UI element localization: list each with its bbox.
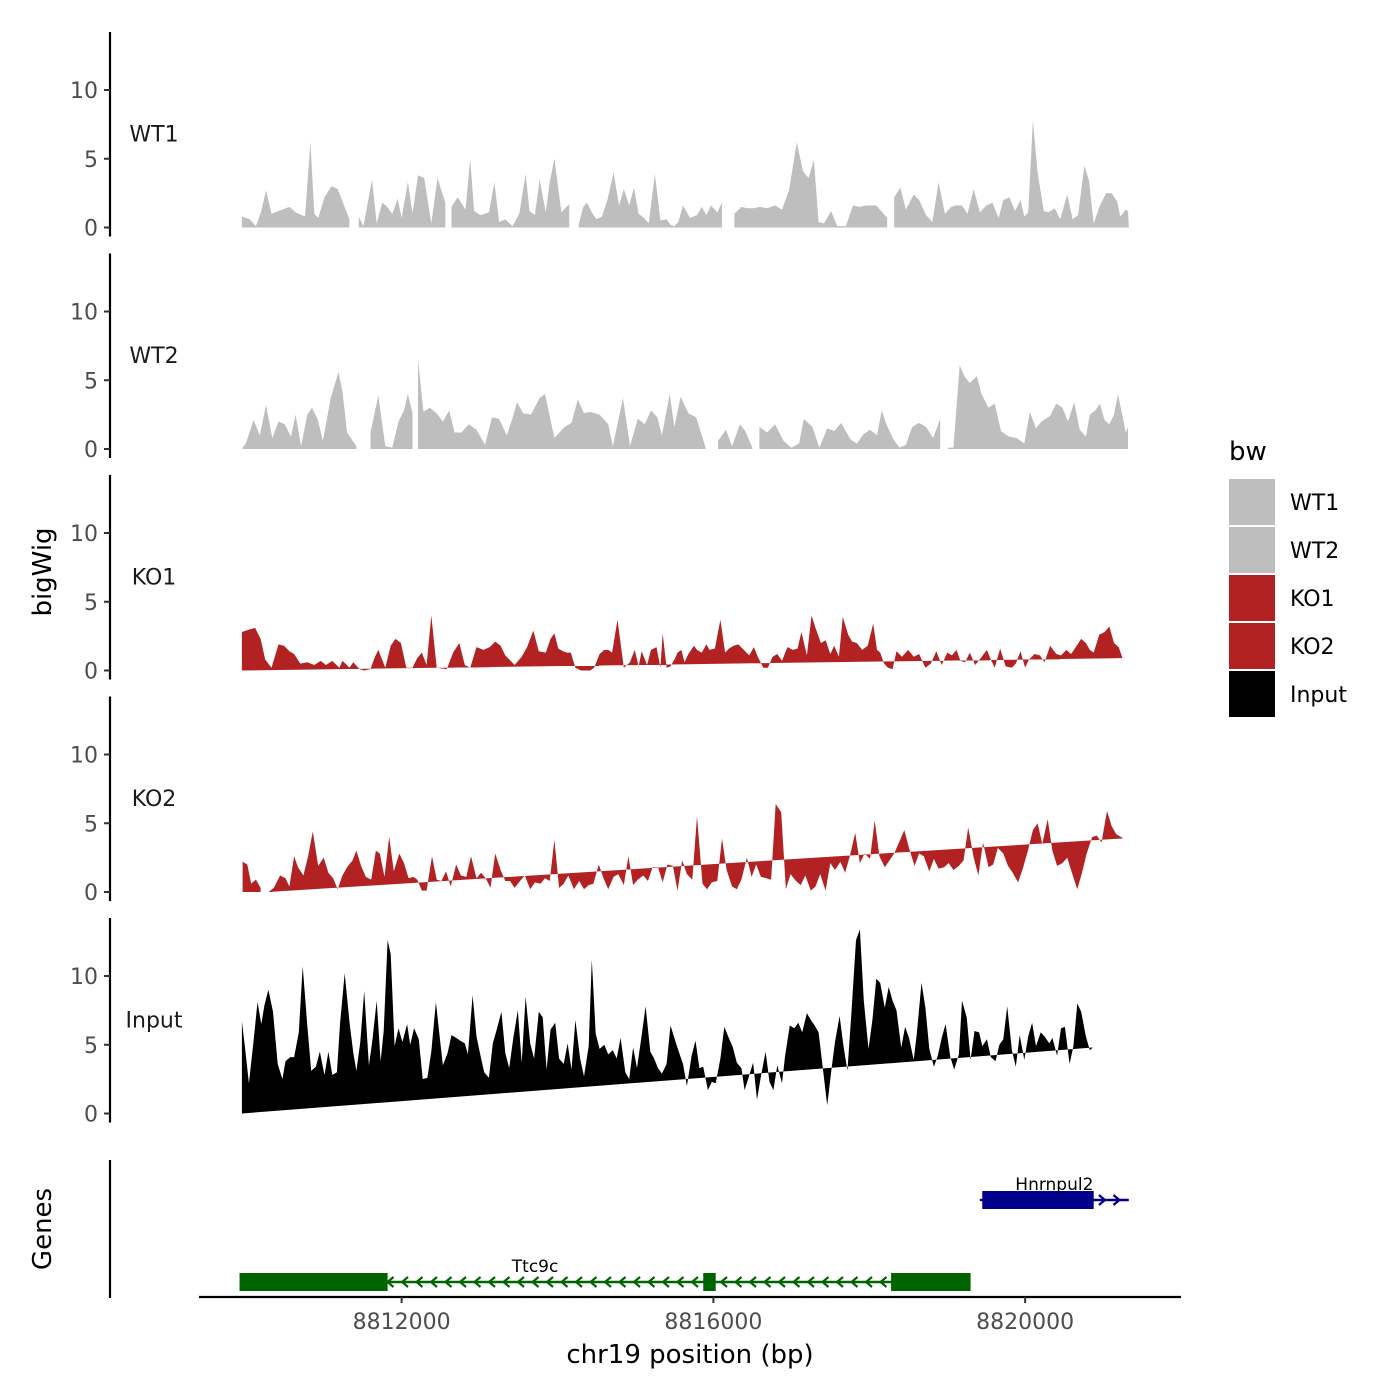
y-axis-title: bigWig [28,527,58,616]
legend-title: bw [1229,437,1267,467]
legend-label-ko1: KO1 [1290,587,1335,612]
area-ko1 [241,615,1123,671]
track-ko2: KO2 [132,787,1124,892]
strand-arrow [632,1276,641,1288]
strand-arrow [458,1276,467,1288]
strand-arrow [400,1276,409,1288]
strand-arrow [487,1276,496,1288]
strand-arrow [864,1276,873,1288]
y-tick-label: 0 [84,881,98,906]
y-tick-label: 0 [84,438,98,463]
strand-arrow [675,1276,685,1288]
y-tick-label: 10 [70,79,98,104]
strand-arrow [1098,1194,1107,1206]
track-label-wt1: WT1 [129,123,178,148]
strand-arrow [516,1276,525,1288]
legend-key-ko2 [1229,623,1275,669]
x-axis-title: chr19 position (bp) [566,1340,813,1370]
strand-arrow [849,1276,859,1288]
area-input [241,929,1093,1114]
gene-hnrnpul2: Hnrnpul2 [979,1175,1129,1209]
strand-arrow [878,1276,888,1288]
strand-arrow [748,1276,757,1288]
y-tick-label: 0 [84,1103,98,1128]
strand-arrow [646,1276,656,1288]
x-tick-label: 8820000 [976,1310,1074,1335]
strand-arrow [545,1276,554,1288]
track-input: Input [126,929,1093,1114]
y-tick-label: 0 [84,660,98,685]
strand-arrow [574,1276,583,1288]
strand-arrow [835,1276,844,1288]
track-wt1: WT1 [129,120,1129,228]
legend-label-input: Input [1290,683,1347,708]
strand-arrow [1112,1194,1122,1206]
tracks-layer: WT1 WT2 KO1 KO2 Input [126,120,1129,1114]
legend-key-wt1 [1229,479,1275,525]
area-ko2 [242,804,1124,892]
y-tick-label: 5 [84,369,98,394]
genes-layer: Hnrnpul2 Ttc9c [239,1175,1129,1291]
track-label-input: Input [126,1009,183,1034]
strand-arrow [791,1276,801,1288]
x-tick-label: 8812000 [353,1310,451,1335]
track-label-wt2: WT2 [129,344,178,369]
strand-arrow [530,1276,540,1288]
strand-arrow [414,1276,424,1288]
y-tick-label: 5 [84,148,98,173]
exon [703,1273,716,1291]
exon [891,1273,971,1291]
strand-arrow [661,1276,670,1288]
track-ko1: KO1 [132,566,1123,671]
exon [982,1191,1094,1209]
legend-label-ko2: KO2 [1290,635,1335,660]
y-tick-label: 5 [84,1034,98,1059]
area-wt2 [242,359,1129,449]
strand-arrow [443,1276,453,1288]
legend-label-wt2: WT2 [1290,539,1339,564]
strand-arrow [777,1276,786,1288]
strand-arrow [617,1276,627,1288]
track-label-ko1: KO1 [132,566,177,591]
gene-label: Ttc9c [511,1257,559,1277]
exon [239,1273,388,1291]
strand-arrow [501,1276,511,1288]
axis-layer: bigWig Genes chr19 position (bp) 0 5 10 0 5 1… [28,32,1181,1370]
strand-arrow [762,1276,772,1288]
gene-label: Hnrnpul2 [1015,1175,1093,1195]
strand-arrow [588,1276,598,1288]
area-wt1 [241,120,1129,228]
track-wt2: WT2 [129,344,1129,449]
legend-key-ko1 [1229,575,1275,621]
strand-arrow [820,1276,830,1288]
strand-arrow [603,1276,612,1288]
gene-ttc9c: Ttc9c [239,1257,971,1291]
legend-key-wt2 [1229,527,1275,573]
strand-arrow [472,1276,482,1288]
y-tick-label: 10 [70,965,98,990]
strand-arrow [690,1276,699,1288]
strand-arrow [719,1276,728,1288]
track-label-ko2: KO2 [132,787,177,812]
y-tick-label: 10 [70,522,98,547]
strand-arrow [806,1276,815,1288]
y-tick-label: 0 [84,217,98,242]
strand-arrow [559,1276,569,1288]
y-tick-label: 5 [84,812,98,837]
genes-axis-title: Genes [28,1188,58,1270]
y-tick-label: 10 [70,744,98,769]
legend: bw WT1 WT2 KO1 KO2 Input [1229,437,1347,717]
legend-label-wt1: WT1 [1290,491,1339,516]
legend-key-input [1229,671,1275,717]
strand-arrow [429,1276,438,1288]
x-tick-label: 8816000 [664,1310,762,1335]
y-tick-label: 5 [84,591,98,616]
y-tick-label: 10 [70,301,98,326]
strand-arrow [733,1276,743,1288]
